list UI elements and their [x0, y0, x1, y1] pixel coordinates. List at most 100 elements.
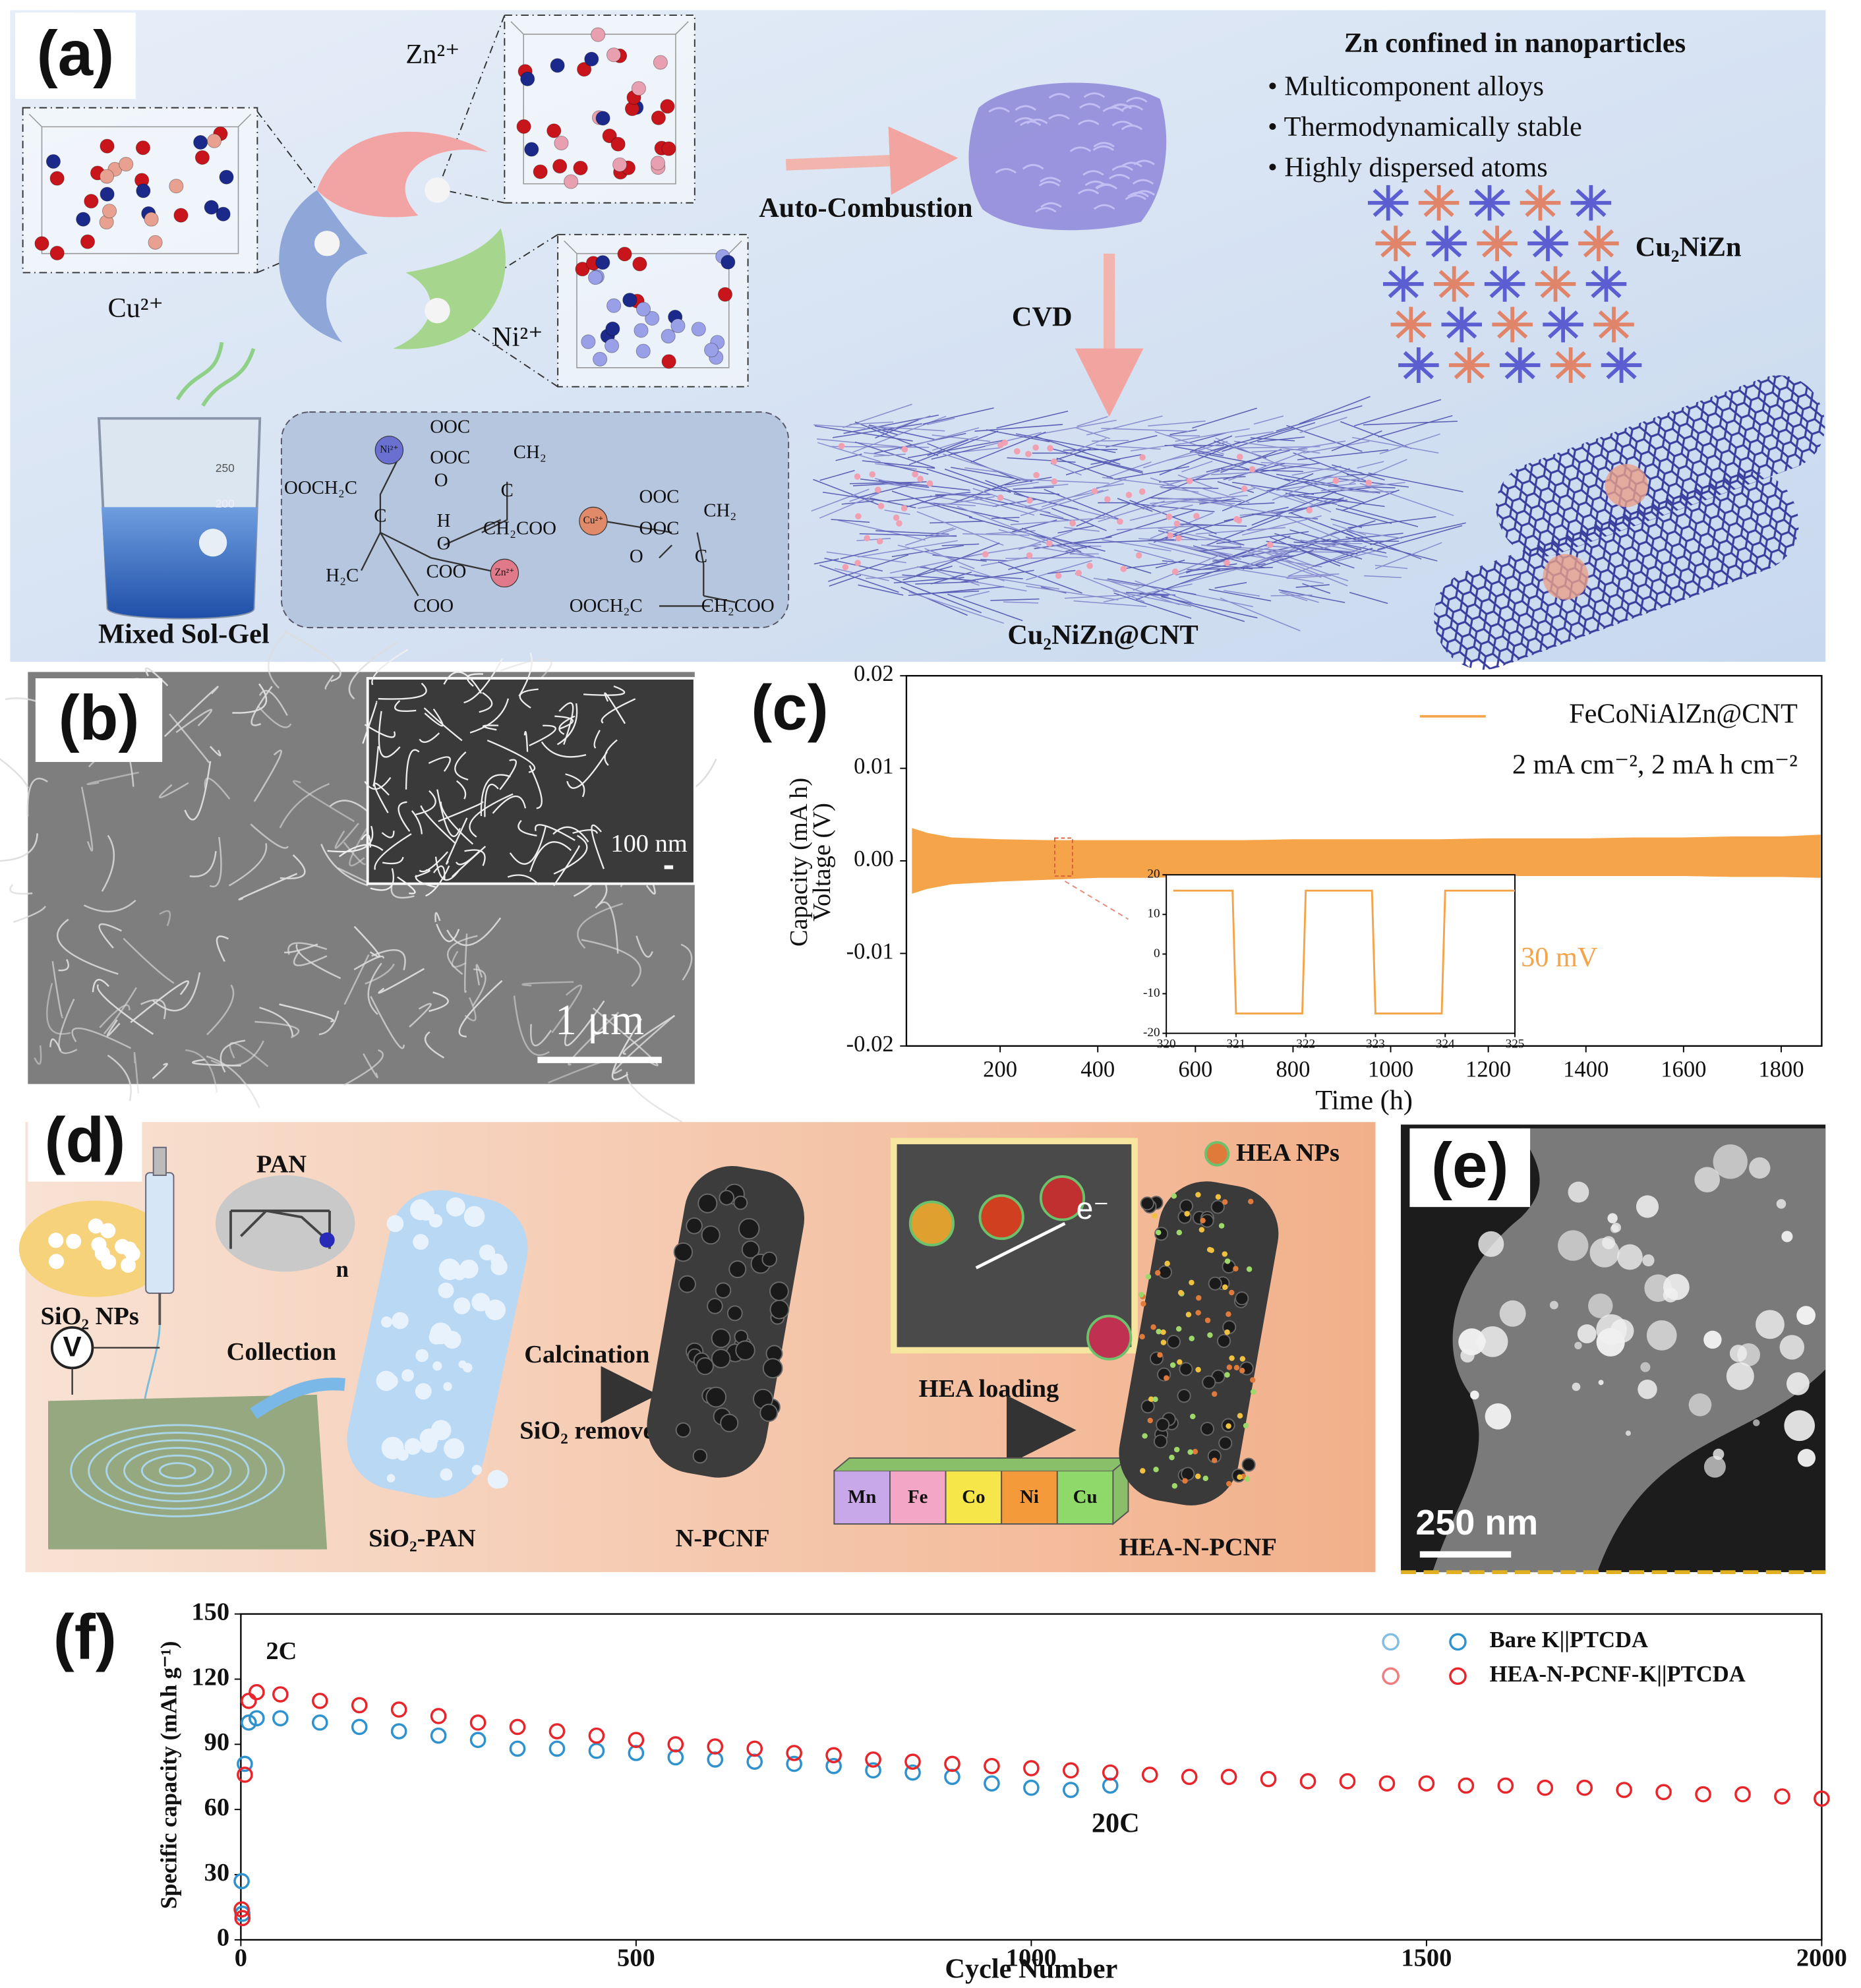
atom	[148, 235, 163, 250]
foam-texture	[1026, 118, 1048, 125]
legend-label: FeCoNiAlZn@CNT	[1569, 698, 1798, 729]
nanotube-fiber	[849, 481, 916, 484]
data-point	[667, 1736, 684, 1753]
y-axis-label: Capacity (mA h)	[785, 778, 813, 947]
lattice-bond	[1527, 225, 1568, 262]
x-tick-label: 324	[1436, 1037, 1455, 1051]
data-point	[1023, 1760, 1040, 1776]
label: COO	[413, 595, 454, 616]
nanotube-fiber	[1005, 477, 1052, 486]
nanotube-fiber	[931, 434, 991, 442]
nanotube-fiber	[1022, 490, 1104, 508]
data-point	[1814, 1790, 1830, 1807]
data-point	[1023, 1779, 1040, 1796]
atom	[206, 133, 222, 148]
sem-fiber	[446, 917, 502, 947]
pore	[1200, 1422, 1215, 1436]
hea-np	[1243, 1422, 1249, 1429]
nanotube-fiber	[822, 492, 887, 502]
sem-fiber	[83, 900, 136, 913]
sem-fiber	[378, 968, 425, 994]
nanotube-fiber	[1018, 479, 1109, 484]
data-point	[1299, 1773, 1316, 1790]
nanotube-fiber	[1378, 415, 1453, 438]
nanotube-fiber	[1040, 513, 1073, 522]
label: Cu	[1073, 1486, 1098, 1507]
panel-label: (d)	[44, 1105, 125, 1175]
pore	[673, 1242, 694, 1262]
foam-texture	[1111, 165, 1133, 171]
sem-fiber	[295, 944, 341, 979]
sem-fiber	[451, 846, 487, 878]
atom	[661, 141, 676, 156]
nanotube-fiber	[1013, 486, 1054, 490]
nanoparticle	[1026, 552, 1033, 559]
atom	[169, 179, 184, 194]
atom	[135, 140, 150, 156]
sem-fiber	[0, 833, 38, 862]
foam-texture	[1078, 119, 1100, 125]
lobe-green	[393, 228, 506, 349]
nanoparticle	[1249, 466, 1256, 473]
pore	[1153, 1434, 1168, 1449]
label: SiO₂ NPs	[41, 1302, 139, 1330]
chem-bonds	[361, 455, 736, 607]
nanotube-fiber	[974, 424, 1063, 432]
nanotube-fiber	[1298, 440, 1346, 450]
hea-np	[1200, 1217, 1206, 1223]
hea-np	[1156, 1328, 1162, 1335]
hea-np	[1142, 1433, 1148, 1439]
data-point	[904, 1753, 921, 1770]
stem-np	[1726, 1362, 1754, 1390]
hea-np	[1176, 1229, 1183, 1236]
surface-np	[415, 1349, 429, 1362]
sem-fiber	[523, 731, 529, 752]
panel-label-bg	[28, 1600, 142, 1679]
lattice-bond	[1449, 347, 1490, 383]
nanoparticle	[1125, 492, 1133, 498]
nanotube-fiber	[1276, 473, 1339, 486]
nanotube-fiber	[922, 407, 994, 425]
nanoparticle	[1104, 496, 1111, 503]
silica-np	[100, 1223, 116, 1239]
nanoparticle	[1026, 497, 1033, 504]
stem-np	[1784, 1410, 1815, 1442]
data-point	[272, 1686, 289, 1703]
stem-particle	[1433, 1128, 1826, 1573]
nanotube-fiber	[817, 442, 881, 463]
sem-fiber	[591, 824, 605, 869]
sem-fiber	[228, 843, 268, 887]
pore	[701, 1225, 721, 1245]
pore	[686, 1217, 703, 1235]
atom	[651, 110, 666, 125]
atom	[636, 301, 651, 317]
sem-fiber	[175, 709, 212, 734]
hea-np	[1195, 1366, 1201, 1373]
stem-np	[1776, 1199, 1787, 1209]
atom	[650, 156, 666, 171]
sem-fiber	[130, 980, 189, 1024]
hea-np	[1150, 1324, 1156, 1330]
sem-fiber	[367, 962, 382, 1015]
atom	[76, 212, 91, 227]
nanotube-fiber	[1276, 477, 1364, 491]
hea-np	[1187, 1449, 1193, 1455]
nanotube-fiber	[864, 452, 889, 456]
nanotube-fiber	[1160, 486, 1199, 493]
nanotube-fiber	[1192, 407, 1257, 429]
surface-np	[458, 1360, 467, 1368]
sem-fiber	[419, 851, 448, 873]
pore	[1241, 1457, 1256, 1472]
nanotube-fiber	[944, 468, 1011, 494]
nanotube-fiber	[1290, 512, 1353, 537]
hea-np	[1215, 1194, 1222, 1200]
sem-fiber	[469, 793, 514, 838]
label: CH₂	[703, 500, 736, 521]
data-point	[825, 1757, 842, 1774]
foam-texture	[1038, 181, 1061, 187]
nanotube-fiber	[1042, 419, 1117, 434]
sem-fiber	[420, 805, 456, 844]
sem-fiber	[324, 674, 334, 690]
label: OOC	[430, 447, 470, 468]
hea-np	[1218, 1223, 1225, 1229]
